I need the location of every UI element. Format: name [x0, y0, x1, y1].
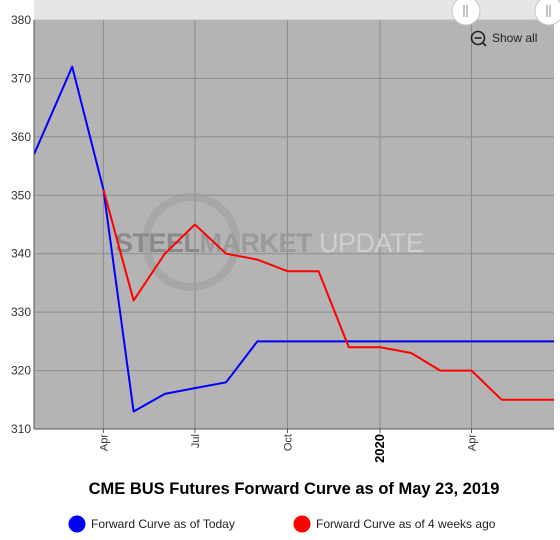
- legend-item-2[interactable]: Forward Curve as of 4 weeks ago: [294, 516, 496, 533]
- y-tick-label: 330: [11, 305, 31, 319]
- legend-marker: [294, 516, 311, 533]
- y-tick-label: 340: [11, 247, 31, 261]
- x-tick-label: Apr: [467, 434, 479, 451]
- legend-marker: [69, 516, 86, 533]
- x-tick-label: Jul: [190, 434, 202, 448]
- legend-item-1[interactable]: Forward Curve as of Today: [69, 516, 235, 533]
- y-tick-label: 310: [11, 422, 31, 436]
- x-tick-label: 2020: [372, 434, 387, 463]
- x-tick-label: Apr: [98, 434, 110, 451]
- legend: Forward Curve as of Today Forward Curve a…: [69, 516, 496, 533]
- y-tick-label: 370: [11, 71, 31, 85]
- x-tick-label: Oct: [282, 434, 294, 451]
- y-tick-label: 360: [11, 130, 31, 144]
- watermark-market-text: MARKET: [200, 228, 313, 258]
- y-tick-label: 380: [11, 13, 31, 27]
- navigator-handle-left[interactable]: [452, 0, 480, 25]
- show-all-label: Show all: [492, 31, 537, 45]
- legend-label: Forward Curve as of 4 weeks ago: [316, 517, 496, 531]
- y-tick-label: 350: [11, 188, 31, 202]
- watermark-update-text: UPDATE: [312, 228, 424, 258]
- y-tick-label: 320: [11, 364, 31, 378]
- show-all-button[interactable]: Show all: [472, 31, 538, 46]
- legend-label: Forward Curve as of Today: [91, 517, 235, 531]
- navigator-handle-right[interactable]: [535, 0, 560, 25]
- navigator-band[interactable]: [34, 0, 560, 20]
- chart-title: CME BUS Futures Forward Curve as of May …: [89, 480, 500, 498]
- watermark-text: STEELMARKET UPDATE: [115, 228, 424, 258]
